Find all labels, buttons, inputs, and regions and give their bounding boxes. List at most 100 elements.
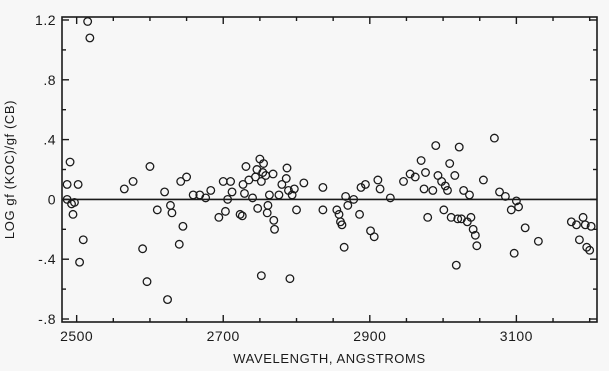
data-point (68, 209, 78, 219)
data-point (289, 184, 299, 194)
data-point (454, 142, 464, 152)
data-point (578, 212, 588, 222)
data-point (176, 177, 186, 186)
data-points (62, 17, 596, 305)
data-point (138, 244, 148, 254)
data-point (439, 205, 449, 215)
data-point (465, 190, 474, 200)
data-point (70, 197, 79, 207)
data-point (253, 203, 263, 213)
data-point (287, 190, 297, 200)
data-point (443, 185, 452, 195)
data-point (214, 212, 224, 222)
data-point (585, 245, 595, 255)
data-point (264, 190, 274, 200)
data-point (423, 212, 433, 222)
data-point (440, 181, 450, 191)
data-point (472, 241, 482, 251)
data-point (318, 205, 328, 215)
data-point (206, 185, 216, 195)
data-point (419, 184, 429, 194)
data-point (240, 188, 249, 198)
data-point (285, 274, 295, 284)
y-axis-title: LOG gf (KOC)/gf (CB) (2, 100, 17, 239)
data-point (495, 187, 504, 197)
data-point (269, 215, 279, 225)
data-point (500, 191, 510, 201)
data-point (166, 200, 175, 210)
data-point (332, 205, 342, 215)
data-point (178, 221, 188, 231)
data-point (119, 184, 129, 194)
data-point (468, 224, 478, 234)
data-point (369, 232, 379, 242)
data-point (182, 172, 192, 182)
y-tick-label: -.8 (38, 311, 56, 327)
data-point (201, 193, 211, 203)
data-point (428, 185, 438, 195)
data-point (373, 175, 383, 185)
data-point (341, 191, 351, 201)
data-point (128, 177, 138, 186)
data-point (470, 230, 480, 240)
x-tick-label: 2500 (60, 328, 93, 344)
data-point (489, 133, 499, 143)
data-point (466, 212, 476, 222)
x-axis-title: WAVELENGTH, ANGSTROMS (233, 351, 425, 366)
data-point (511, 196, 521, 206)
data-point (574, 235, 584, 245)
data-point (83, 17, 93, 26)
data-point (258, 168, 268, 177)
data-point (572, 220, 581, 230)
data-point (421, 168, 430, 177)
x-tick-label: 3100 (500, 328, 533, 344)
y-tick-label: 0 (48, 191, 56, 207)
data-point (337, 220, 347, 230)
data-point (343, 200, 353, 210)
data-point (65, 157, 75, 167)
data-point (256, 271, 266, 281)
x-tick-label: 2900 (353, 328, 386, 344)
data-point (268, 169, 278, 179)
data-point (334, 209, 344, 219)
y-tick-label: 1.2 (35, 12, 56, 28)
y-tick-label: -.4 (38, 251, 56, 267)
data-point (299, 178, 309, 188)
data-point (446, 212, 456, 222)
data-point (410, 172, 420, 182)
data-point (431, 141, 441, 151)
data-point (586, 221, 596, 231)
data-point (85, 33, 95, 43)
data-point (62, 180, 72, 189)
data-point (277, 180, 287, 189)
data-point (533, 236, 543, 246)
data-point (220, 206, 230, 216)
data-point (274, 190, 284, 200)
data-point (514, 202, 524, 212)
data-point (188, 190, 198, 200)
data-point (506, 205, 516, 215)
y-axis-ticks: 1.2 .8 .4 0 -.4 -.8 (35, 12, 597, 327)
data-point (145, 162, 155, 171)
data-point (237, 211, 247, 221)
data-point (73, 180, 83, 189)
data-point (375, 184, 385, 194)
data-point (355, 209, 364, 219)
data-point (256, 177, 266, 186)
data-point (227, 187, 237, 197)
data-point (416, 156, 426, 165)
y-tick-label: .4 (43, 132, 56, 148)
data-point (62, 194, 72, 204)
data-point (459, 185, 469, 195)
data-point (238, 180, 248, 189)
data-point (248, 193, 257, 203)
x-tick-label: 2700 (207, 328, 240, 344)
data-point (349, 194, 359, 204)
data-point (356, 182, 366, 192)
data-point (582, 242, 592, 252)
data-point (478, 175, 488, 185)
data-point (360, 180, 370, 189)
data-point (520, 223, 530, 233)
data-point (223, 194, 233, 204)
